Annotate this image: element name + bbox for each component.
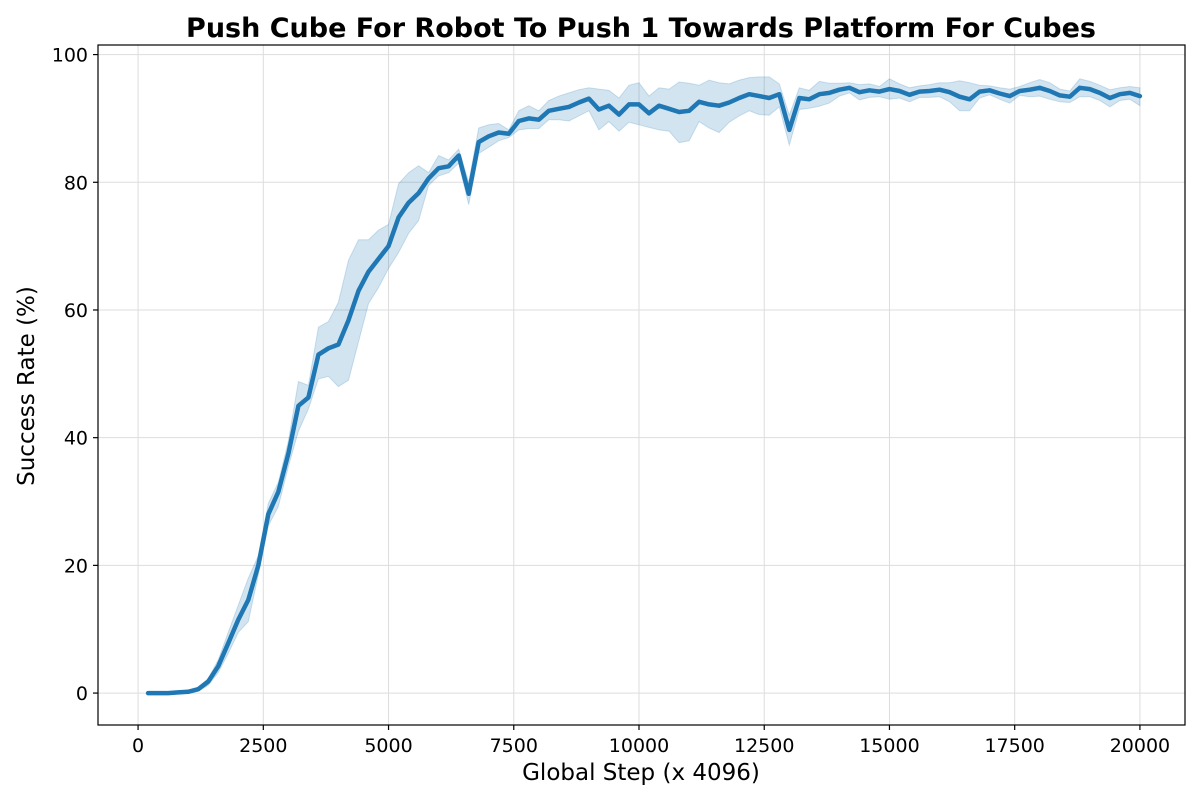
mean-line (145, 85, 1143, 696)
chart-title: Push Cube For Robot To Push 1 Towards Pl… (186, 13, 1096, 44)
x-tick-label: 5000 (364, 735, 412, 757)
ticks-layer: 0 2500 5000 7500 10000 12500 15000 17500 20000 0 2… (52, 45, 1170, 757)
x-tick-label: 2500 (239, 735, 287, 757)
confidence-band (147, 76, 1141, 694)
y-tick-label: 0 (76, 683, 88, 705)
x-tick-label: 15000 (859, 735, 919, 757)
y-axis-label: Success Rate (%) (14, 286, 40, 486)
x-tick-label: 7500 (490, 735, 538, 757)
plot-frame (97, 44, 1186, 726)
x-tick-label: 20000 (1110, 735, 1170, 757)
y-tick-label: 60 (64, 300, 88, 322)
y-tick-label: 40 (64, 428, 88, 450)
y-tick-label: 20 (64, 555, 88, 577)
x-tick-label: 12500 (734, 735, 794, 757)
x-tick-label: 10000 (609, 735, 669, 757)
x-tick-label: 0 (132, 735, 144, 757)
y-tick-label: 80 (64, 172, 88, 194)
grid-layer (98, 45, 1185, 725)
x-tick-label: 17500 (984, 735, 1044, 757)
y-tick-label: 100 (52, 45, 88, 67)
x-axis-label: Global Step (x 4096) (522, 760, 760, 786)
